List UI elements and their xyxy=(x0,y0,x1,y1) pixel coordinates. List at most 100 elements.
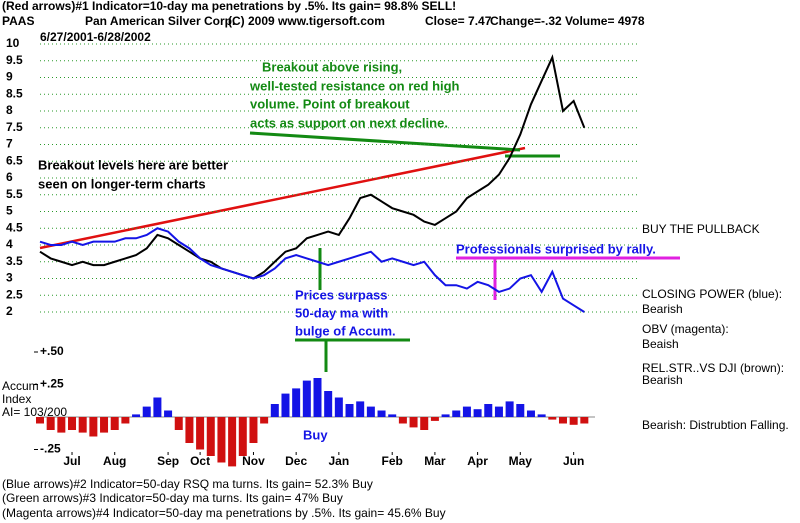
footer-text: (Green arrows)#3 Indicator=50-day ma tur… xyxy=(2,491,343,505)
x-tick-label: May xyxy=(509,454,533,468)
accum-bar xyxy=(398,417,407,424)
y-tick-label: 3.5 xyxy=(6,254,23,268)
accum-bar xyxy=(100,417,109,433)
annotation: bulge of Accum. xyxy=(295,323,396,338)
accum-label: Accum xyxy=(2,379,39,393)
y2-tick-label: +.50 xyxy=(40,344,64,358)
accum-bar xyxy=(334,397,343,417)
annotation: Professionals surprised by rally. xyxy=(456,241,656,256)
accum-bar xyxy=(249,417,258,443)
y-tick-label: 4.5 xyxy=(6,220,23,234)
accum-bar xyxy=(121,417,130,424)
header-text: Pan American Silver Corp. xyxy=(85,14,235,28)
y2-tick-label: -.25 xyxy=(40,442,61,456)
accum-bar xyxy=(132,414,141,417)
accum-bar xyxy=(452,410,461,417)
y-tick-label: 3 xyxy=(6,271,13,285)
annotation: Prices surpass xyxy=(295,287,388,302)
x-tick-label: Jun xyxy=(563,454,584,468)
accum-label: Index xyxy=(2,392,31,406)
footer-text: (Blue arrows)#2 Indicator=50-day RSQ ma … xyxy=(2,477,373,491)
pointer-line xyxy=(249,131,521,152)
accum-bar xyxy=(110,417,119,430)
accum-bar xyxy=(473,409,482,417)
y-tick-label: 9 xyxy=(6,70,13,84)
accum-bar xyxy=(462,406,471,417)
side-note: Bearish xyxy=(642,373,683,387)
y-tick-label: 4 xyxy=(6,237,13,251)
accum-bar xyxy=(366,406,375,417)
accum-bar xyxy=(356,401,365,417)
accum-bar xyxy=(78,417,87,433)
x-tick-label: Oct xyxy=(190,454,210,468)
y-tick-label: 6 xyxy=(6,170,13,184)
trendline xyxy=(39,146,526,250)
accum-bar xyxy=(345,404,354,417)
accum-bar xyxy=(505,401,514,417)
header-text: (C) 2009 www.tigersoft.com xyxy=(228,14,385,28)
annotation: Buy xyxy=(303,427,328,442)
y-tick-label: 9.5 xyxy=(6,53,23,67)
y-tick-label: 7.5 xyxy=(6,120,23,134)
accum-bar xyxy=(420,417,429,430)
annotation: well-tested resistance on red high xyxy=(249,78,460,93)
x-tick-label: Apr xyxy=(467,454,488,468)
accum-bar xyxy=(324,391,333,417)
side-note: Beaish xyxy=(642,337,679,351)
line-series xyxy=(39,227,585,313)
accum-bar xyxy=(526,410,535,417)
accum-bar xyxy=(217,417,226,463)
accum-bar xyxy=(548,417,557,420)
accum-bar xyxy=(484,404,493,417)
accum-bar xyxy=(302,380,311,417)
footer-text: (Magenta arrows)#4 Indicator=50-day ma p… xyxy=(2,506,446,520)
accum-bar xyxy=(270,404,279,417)
accum-bar xyxy=(57,417,66,433)
accum-bar xyxy=(238,417,247,456)
header-text: Close= 7.47 xyxy=(425,14,492,28)
y-tick-label: 10 xyxy=(6,36,20,50)
header-text: PAAS xyxy=(2,14,34,28)
y2-tick-label: +.25 xyxy=(40,377,64,391)
side-note: OBV (magenta): xyxy=(642,322,729,336)
y-tick-label: 5.5 xyxy=(6,187,23,201)
x-tick-label: Nov xyxy=(242,454,265,468)
annotation: 50-day ma with xyxy=(295,305,388,320)
accum-bar xyxy=(569,417,578,425)
side-note: REL.STR..VS DJI (brown): xyxy=(642,361,784,375)
accum-bar xyxy=(153,397,162,417)
annotation: Breakout levels here are better xyxy=(38,157,228,172)
accum-bar xyxy=(174,417,183,430)
accum-bar xyxy=(388,414,397,417)
accum-bar xyxy=(68,417,77,430)
y-tick-label: 2.5 xyxy=(6,287,23,301)
y-tick-label: 5 xyxy=(6,204,13,218)
annotation: Breakout above rising, xyxy=(262,59,402,74)
accum-bar xyxy=(89,417,98,437)
accum-bar xyxy=(537,414,546,417)
header-text: 6/27/2001-6/28/2002 xyxy=(40,30,151,44)
accum-bar xyxy=(313,378,322,417)
accum-bar xyxy=(281,393,290,417)
annotation: BUY THE PULLBACK xyxy=(642,222,760,236)
accum-bar xyxy=(196,417,205,450)
x-tick-label: Feb xyxy=(382,454,403,468)
accum-bar xyxy=(409,417,418,428)
annotation: volume. Point of breakout xyxy=(250,96,410,111)
accum-bar xyxy=(185,417,194,443)
accum-bar xyxy=(260,417,269,424)
legend-label: CLOSING POWER (blue): xyxy=(642,287,782,301)
accum-bar xyxy=(558,417,567,424)
x-tick-label: Sep xyxy=(157,454,179,468)
side-note: Bearish xyxy=(642,302,683,316)
y-tick-label: 8 xyxy=(6,103,13,117)
accum-bar xyxy=(441,414,450,417)
x-tick-label: Dec xyxy=(285,454,307,468)
header-text: Change=-.32 Volume= 4978 xyxy=(490,14,645,28)
y-tick-label: 2 xyxy=(6,304,13,318)
y-tick-label: 8.5 xyxy=(6,86,23,100)
accum-bar xyxy=(228,417,237,467)
header-text: (Red arrows)#1 Indicator=10-day ma penet… xyxy=(2,0,456,13)
accum-bar xyxy=(430,417,439,421)
